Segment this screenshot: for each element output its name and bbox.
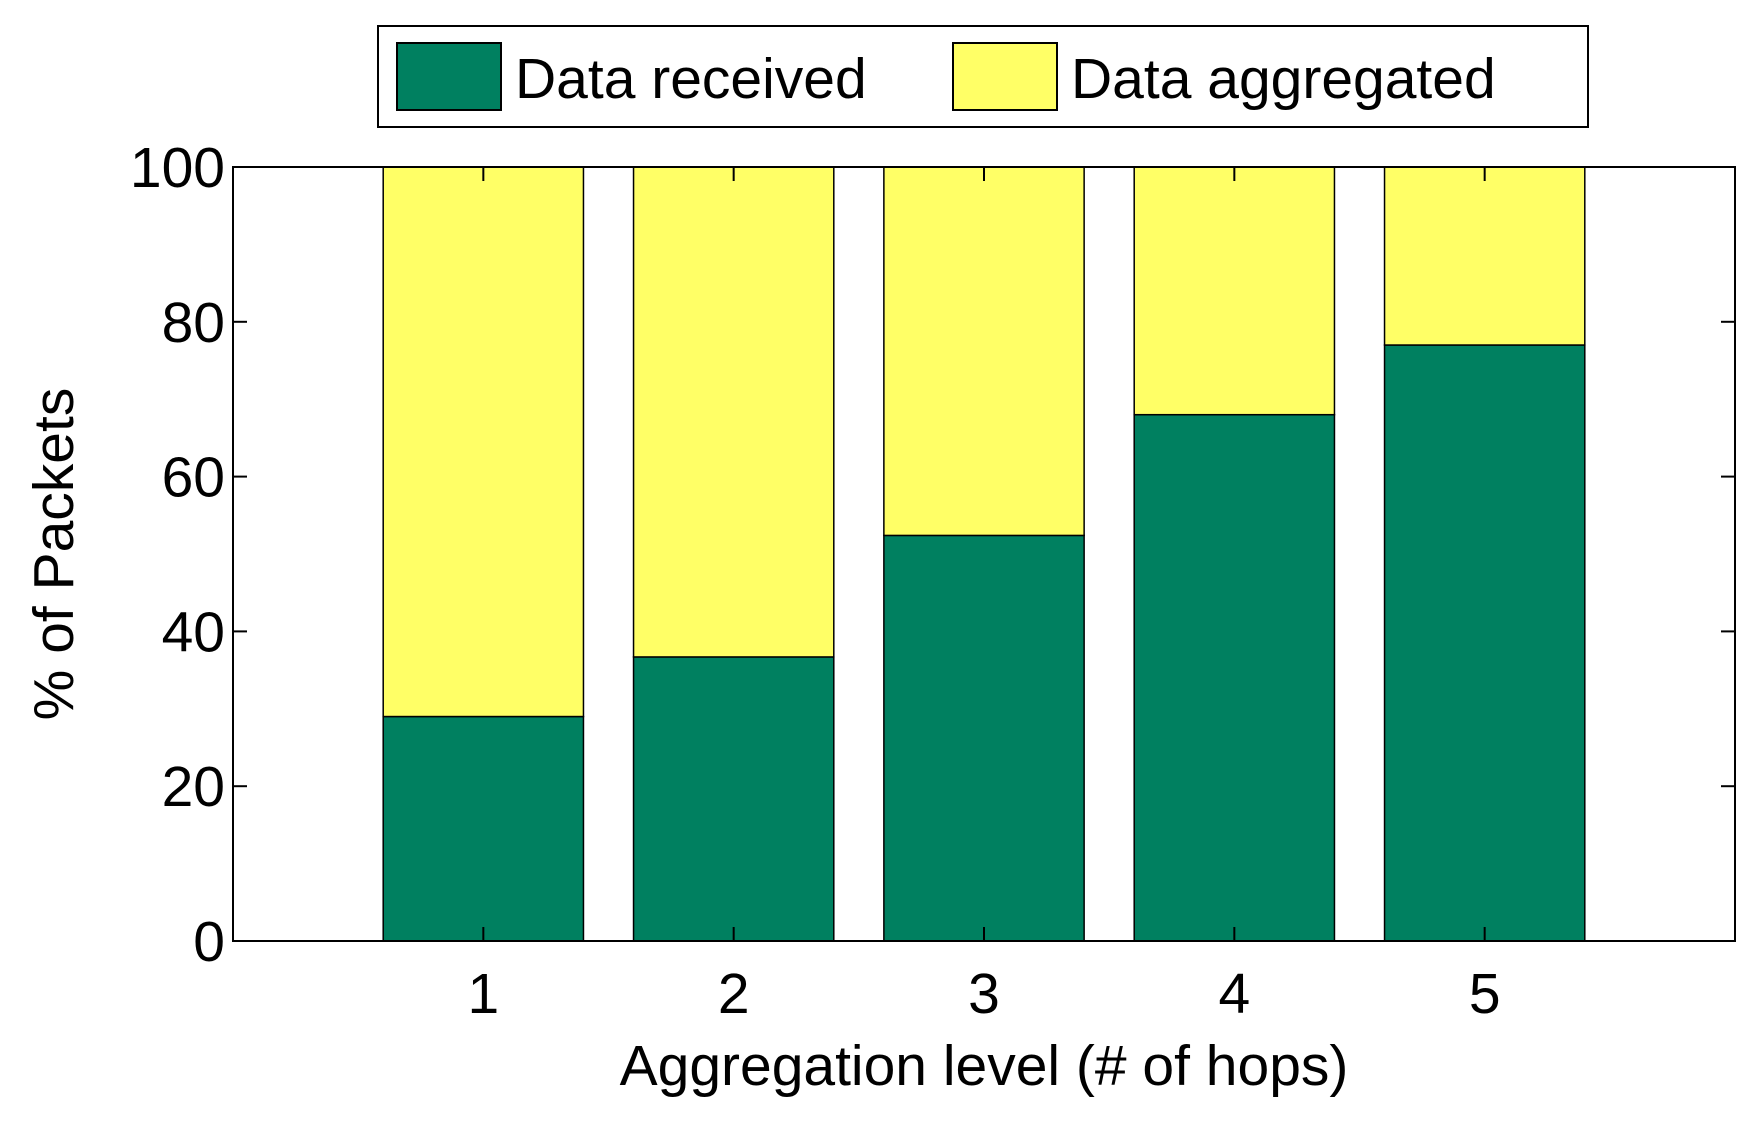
bars-group [382, 166, 1586, 942]
y-tick-label: 80 [162, 291, 225, 355]
y-tick-label: 100 [130, 136, 225, 200]
y-tick-label: 20 [162, 755, 225, 819]
legend-swatch-data-aggregated [952, 42, 1058, 111]
x-axis-ticks: 1 2 3 4 5 [467, 167, 1501, 1026]
x-tick-label: 3 [968, 962, 1000, 1026]
y-tick-label: 60 [162, 446, 225, 510]
legend-label-data-received: Data received [515, 47, 867, 111]
legend-swatch-data-received [396, 42, 502, 111]
legend-label-data-aggregated: Data aggregated [1071, 47, 1496, 111]
x-tick-label: 5 [1469, 962, 1501, 1026]
bar-data-received-5 [1383, 344, 1586, 942]
bar-data-aggregated-4 [1133, 166, 1336, 416]
x-tick-label: 2 [718, 962, 750, 1026]
bar-data-aggregated-1 [382, 166, 585, 718]
bar-data-received-4 [1133, 413, 1336, 942]
y-axis-ticks: 0 20 40 60 80 100 [130, 136, 1735, 974]
x-axis-label: Aggregation level (# of hops) [620, 1034, 1349, 1098]
y-tick-label: 0 [193, 910, 225, 974]
bar-data-aggregated-2 [632, 166, 835, 658]
legend: Data received Data aggregated [377, 25, 1589, 128]
bar-data-received-3 [883, 534, 1085, 942]
y-axis-label: % of Packets [22, 388, 86, 721]
bar-data-aggregated-3 [883, 166, 1085, 537]
y-tick-label: 40 [162, 600, 225, 664]
bar-data-received-2 [632, 656, 835, 942]
bar-data-received-1 [382, 715, 585, 942]
x-tick-label: 1 [467, 962, 499, 1026]
bar-data-aggregated-5 [1383, 166, 1586, 346]
x-tick-label: 4 [1218, 962, 1250, 1026]
